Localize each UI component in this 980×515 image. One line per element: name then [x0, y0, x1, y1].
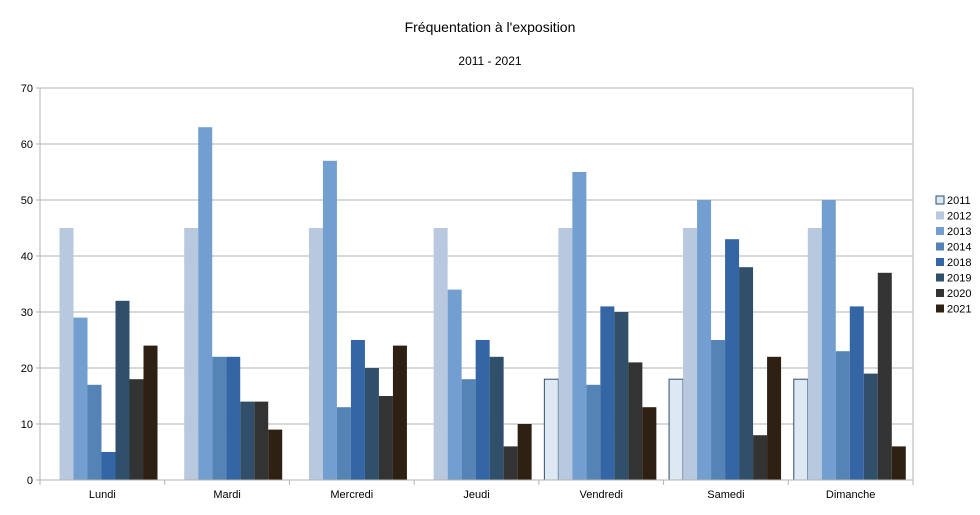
- bar: [725, 239, 740, 480]
- bar: [877, 272, 892, 480]
- legend-label: 2021: [947, 304, 971, 316]
- bars: [59, 127, 906, 481]
- bar: [767, 356, 782, 480]
- bar: [433, 228, 448, 480]
- x-tick-label: Jeudi: [463, 489, 489, 501]
- bar: [212, 356, 227, 480]
- legend-label: 2013: [947, 226, 971, 238]
- bar: [378, 396, 393, 480]
- chart-title: Fréquentation à l'exposition: [405, 19, 576, 35]
- bar: [489, 356, 504, 480]
- legend-swatch: [935, 195, 945, 205]
- y-tick-label: 40: [21, 251, 33, 263]
- x-tick-label: Dimanche: [826, 489, 876, 501]
- bar: [59, 228, 74, 480]
- y-tick-label: 70: [21, 83, 33, 95]
- y-tick-label: 60: [21, 139, 33, 151]
- bar: [863, 373, 878, 480]
- bar: [115, 300, 130, 480]
- bar: [392, 345, 407, 480]
- bar: [268, 429, 283, 480]
- y-tick-label: 50: [21, 195, 33, 207]
- legend: 2011 2012 2013 2014 2018 2019 2020 2021: [935, 195, 971, 316]
- bar: [322, 160, 337, 481]
- bar: [461, 379, 476, 480]
- bar: [586, 384, 601, 480]
- legend-label: 2014: [947, 242, 971, 254]
- y-tick-label: 0: [27, 475, 33, 487]
- y-tick-label: 20: [21, 363, 33, 375]
- chart-subtitle: 2011 - 2021: [458, 54, 521, 68]
- bar: [614, 312, 629, 480]
- bar: [807, 228, 822, 480]
- legend-label: 2018: [947, 257, 971, 269]
- legend-label: 2020: [947, 288, 971, 300]
- axes: 0 10 20 30 40 50 60 70 Lundi Mardi Mercredi Jeudi Ve…: [21, 83, 914, 501]
- bar: [628, 362, 643, 480]
- bar: [198, 127, 213, 480]
- bar: [849, 306, 864, 480]
- bar: [447, 289, 462, 480]
- legend-swatch: [936, 304, 944, 313]
- x-tick-label: Lundi: [89, 489, 116, 501]
- legend-swatch: [936, 227, 944, 235]
- bar: [683, 228, 698, 480]
- x-tick-label: Vendredi: [579, 489, 622, 501]
- legend-swatch: [936, 211, 944, 220]
- legend-swatch: [936, 242, 944, 251]
- bar: [308, 228, 323, 480]
- legend-label: 2011: [947, 195, 971, 207]
- legend-swatch: [936, 273, 944, 282]
- x-tick-label: Samedi: [707, 489, 744, 501]
- bar: [739, 267, 754, 480]
- bar: [73, 317, 88, 480]
- bar: [364, 368, 379, 480]
- x-tick-label: Mardi: [213, 489, 241, 501]
- y-tick-label: 30: [21, 307, 33, 319]
- bar: [891, 446, 906, 480]
- bar: [697, 200, 712, 480]
- bar: [572, 172, 587, 480]
- bar: [503, 446, 518, 480]
- bar: [600, 306, 615, 480]
- bar: [517, 424, 532, 480]
- y-tick-label: 10: [21, 419, 33, 431]
- bar: [642, 407, 657, 480]
- bar: [558, 228, 573, 480]
- x-tick-label: Mercredi: [330, 489, 373, 501]
- bar: [129, 379, 144, 480]
- bar: [101, 452, 116, 480]
- bar: [475, 340, 490, 480]
- bar: [753, 435, 768, 480]
- bar: [240, 401, 255, 480]
- bar: [87, 384, 102, 480]
- bar: [668, 378, 684, 481]
- bar: [711, 340, 726, 480]
- bar: [350, 340, 365, 480]
- bar: [184, 228, 199, 480]
- bar: [143, 345, 158, 480]
- legend-label: 2019: [947, 273, 971, 285]
- legend-swatch: [936, 289, 944, 297]
- bar: [336, 407, 351, 480]
- bar: [821, 200, 836, 480]
- bar: [543, 378, 559, 481]
- legend-swatch: [936, 258, 944, 266]
- bar: [254, 401, 269, 480]
- bar: [835, 351, 850, 480]
- bar: [226, 356, 241, 480]
- bar: [793, 378, 809, 481]
- legend-label: 2012: [947, 211, 971, 223]
